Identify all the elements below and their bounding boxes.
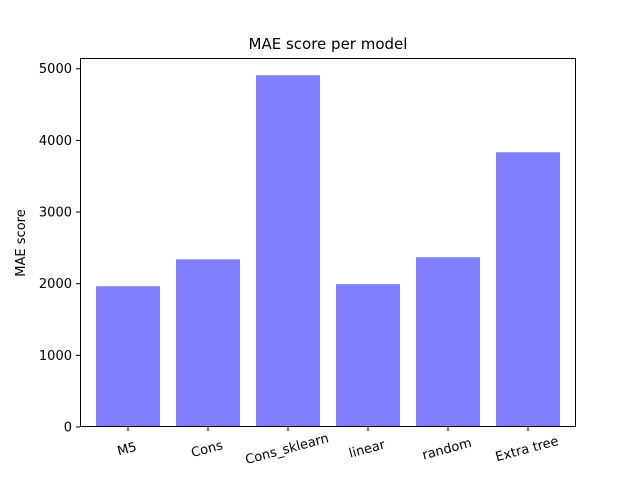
y-tick-label: 4000 [39, 134, 72, 149]
bar-m5 [96, 286, 160, 427]
x-tick-label: Cons [190, 438, 225, 461]
bar-cons [176, 259, 240, 427]
x-tick-label: Cons_sklearn [244, 431, 331, 468]
y-axis-ticks: 0 1000 2000 3000 4000 5000 [39, 62, 80, 436]
x-tick-label: random [421, 436, 474, 464]
x-tick-label: Extra tree [494, 434, 560, 465]
y-tick-label: 5000 [39, 62, 72, 77]
x-axis-ticks: M5 Cons Cons_sklearn linear random Extra tree [116, 427, 560, 468]
x-tick-label: M5 [116, 440, 139, 460]
y-tick-label: 0 [64, 421, 72, 436]
bar-random [416, 257, 480, 427]
chart-title: MAE score per model [249, 35, 408, 53]
bars-group [96, 75, 560, 428]
y-tick-label: 1000 [39, 349, 72, 364]
y-axis-label: MAE score [14, 209, 29, 276]
bar-cons-sklearn [256, 75, 320, 428]
y-tick-label: 3000 [39, 206, 72, 221]
plot-area-frame [80, 58, 576, 427]
x-tick-label: linear [347, 437, 387, 461]
y-tick-label: 2000 [39, 277, 72, 292]
bar-extra-tree [496, 152, 560, 427]
bar-linear [336, 284, 400, 427]
